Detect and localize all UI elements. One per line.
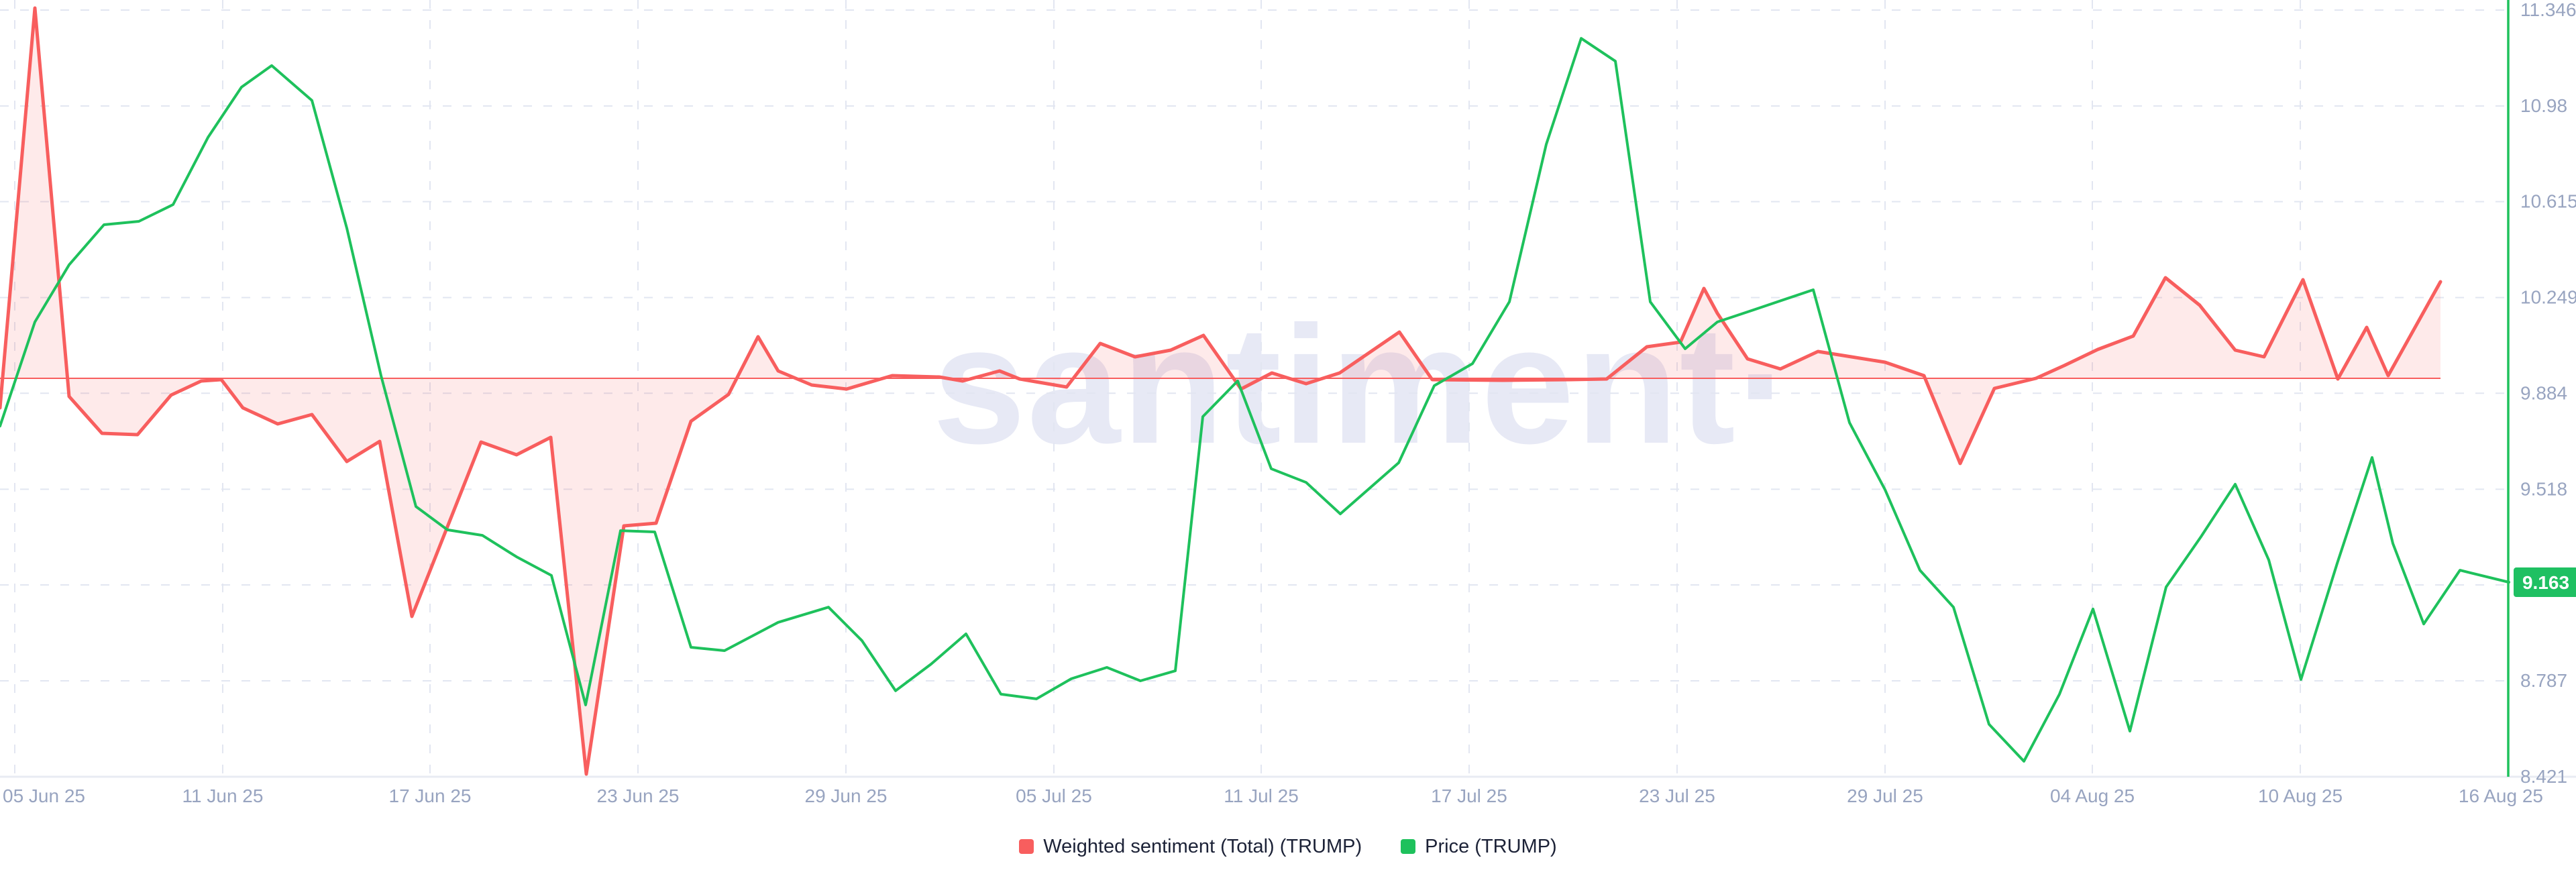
current-price-badge: 9.163 <box>2514 567 2576 598</box>
x-tick-label: 04 Aug 25 <box>2050 785 2135 806</box>
chart-legend: Weighted sentiment (Total) (TRUMP) Price… <box>0 828 2576 865</box>
legend-label-price: Price (TRUMP) <box>1425 835 1557 857</box>
y-tick-label: 10.249 <box>2520 287 2576 308</box>
y-tick-label: 8.421 <box>2520 766 2567 787</box>
sentiment-line <box>0 6 2443 776</box>
x-tick-label: 11 Jul 25 <box>1224 785 1299 806</box>
x-tick-label: 10 Aug 25 <box>2258 785 2343 806</box>
x-tick-label: 23 Jul 25 <box>1639 785 1715 806</box>
y-tick-label: 9.884 <box>2520 382 2567 403</box>
price-badge-background <box>2514 567 2576 598</box>
price-line <box>0 37 2510 763</box>
x-tick-label: 16 Aug 25 <box>2459 785 2543 806</box>
santiment-watermark: santiment· <box>932 291 1794 478</box>
y-tick-label: 8.787 <box>2520 670 2567 691</box>
y-tick-label: 10.98 <box>2520 95 2567 116</box>
gridlines <box>0 0 2508 777</box>
y-tick-label: 11.346 <box>2520 0 2576 20</box>
legend-item-sentiment[interactable]: Weighted sentiment (Total) (TRUMP) <box>1019 836 1362 858</box>
price-swatch-icon <box>1401 839 1416 854</box>
y-tick-label: 9.518 <box>2520 478 2567 499</box>
price-series <box>0 37 2510 763</box>
x-tick-label: 23 Jun 25 <box>597 785 680 806</box>
axis-tick-labels: 11.34610.9810.61510.2499.8849.5189.1538.… <box>3 0 2576 806</box>
x-tick-label: 05 Jul 25 <box>1016 785 1092 806</box>
x-tick-label: 17 Jun 25 <box>389 785 472 806</box>
price-badge-value: 9.163 <box>2522 572 2569 593</box>
axes <box>0 0 2576 778</box>
sentiment-swatch-icon <box>1019 839 1034 854</box>
x-tick-label: 17 Jul 25 <box>1431 785 1507 806</box>
x-tick-label: 11 Jun 25 <box>182 785 264 806</box>
legend-label-sentiment: Weighted sentiment (Total) (TRUMP) <box>1043 835 1362 857</box>
legend-item-price[interactable]: Price (TRUMP) <box>1401 836 1557 858</box>
x-tick-label: 29 Jul 25 <box>1847 785 1923 806</box>
x-tick-label: 05 Jun 25 <box>3 785 85 806</box>
y-tick-label: 10.615 <box>2520 191 2576 212</box>
x-tick-label: 29 Jun 25 <box>805 785 888 806</box>
